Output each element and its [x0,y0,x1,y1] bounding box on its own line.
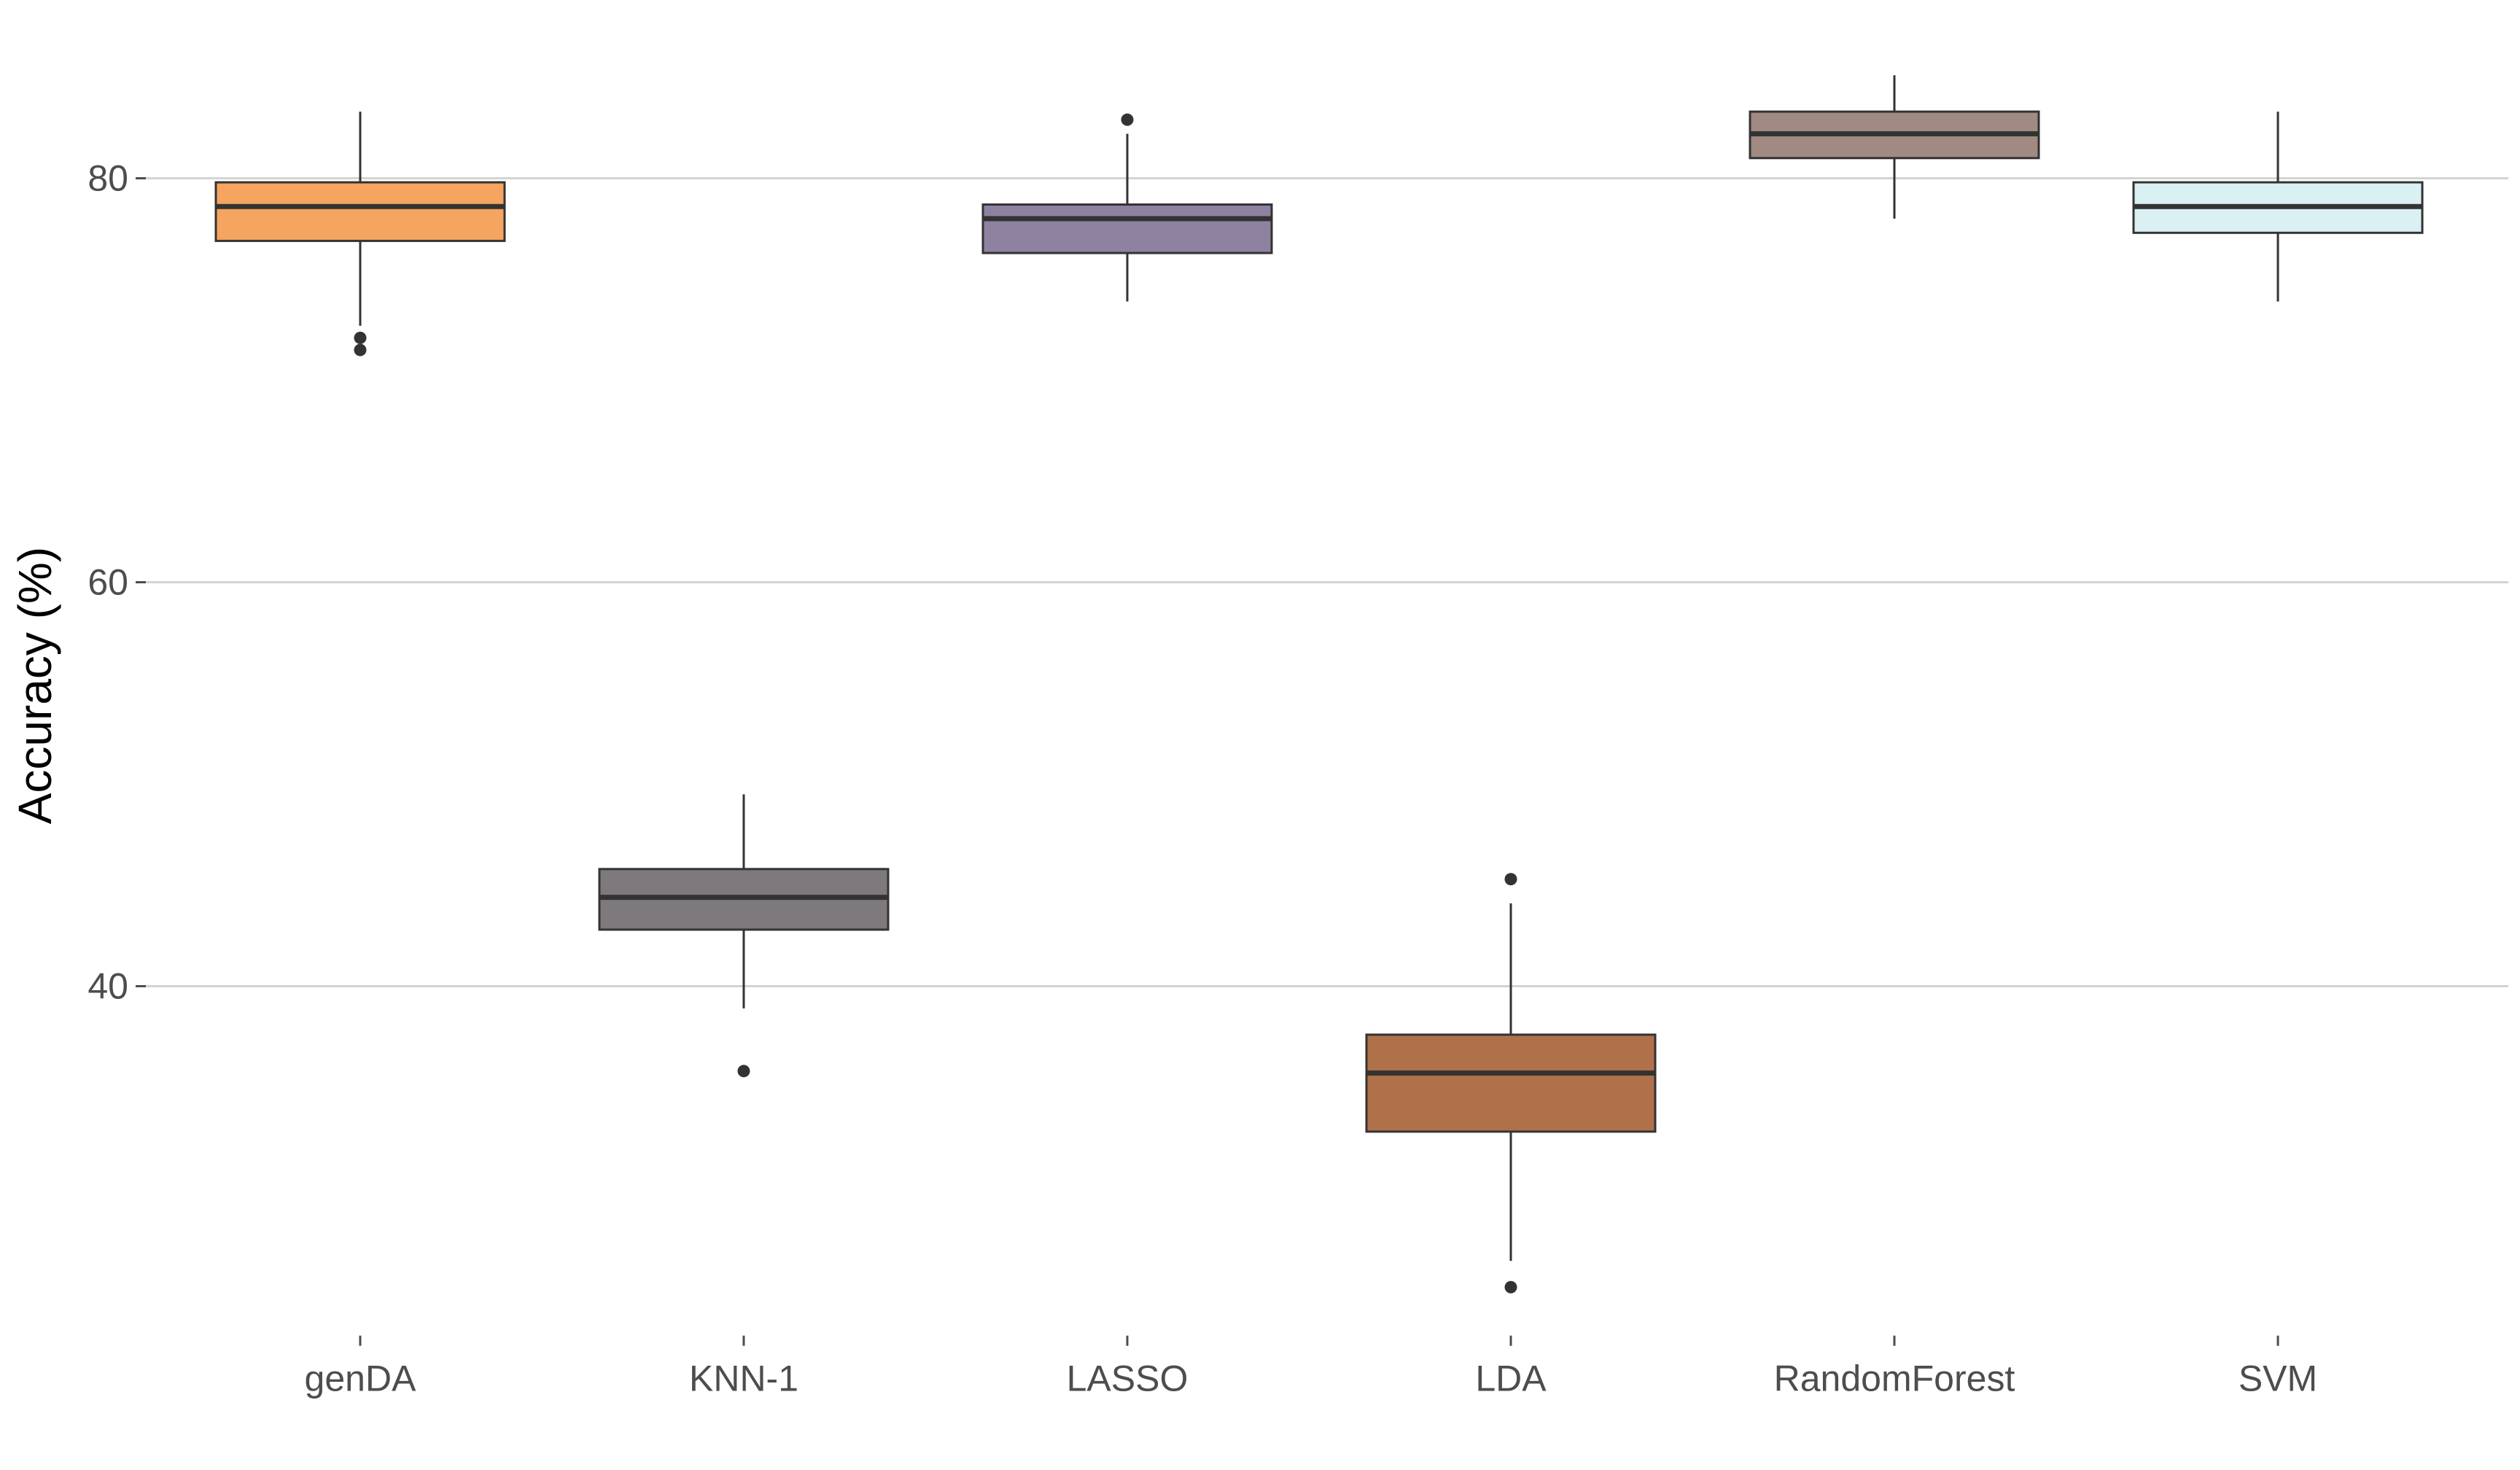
y-tick-label-40: 40 [88,966,128,1007]
x-tick-label-RandomForest: RandomForest [1774,1358,2015,1399]
x-tick-label-LASSO: LASSO [1067,1358,1189,1399]
box-series [214,75,2424,1294]
x-axis: genDA KNN-1 LASSO LDA RandomForest SVM [305,1335,2317,1399]
outlier-point-0 [1121,113,1134,126]
x-tick-label-genDA: genDA [305,1358,417,1399]
x-tick-label-SVM: SVM [2239,1358,2317,1399]
y-tick-label-60: 60 [88,562,128,603]
box-KNN-1 [598,794,890,1078]
box-LASSO [981,113,1273,302]
y-axis: 40 60 80 [88,158,146,1007]
box-iqr [1365,1033,1657,1133]
box-iqr [981,203,1273,254]
y-tick-label-80: 80 [88,158,128,199]
box-SVM [2132,112,2424,302]
box-RandomForest [1749,75,2040,219]
grid-lines [146,177,2508,987]
outlier-point-1 [1504,1280,1517,1294]
x-tick-label-LDA: LDA [1475,1358,1547,1399]
outlier-point-0 [1504,873,1517,886]
x-tick-label-KNN-1: KNN-1 [689,1358,798,1399]
y-axis-title: Accuracy (%) [9,547,61,825]
outlier-point-0 [737,1065,750,1078]
box-LDA [1365,873,1657,1294]
outlier-point-1 [354,343,367,357]
outlier-point-0 [354,331,367,344]
box-iqr [214,181,506,242]
box-genDA [214,112,506,357]
